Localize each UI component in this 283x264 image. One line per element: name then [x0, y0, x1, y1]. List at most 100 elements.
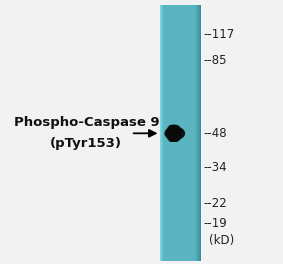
- Bar: [168, 5, 169, 261]
- Ellipse shape: [167, 125, 177, 142]
- Bar: [182, 5, 183, 261]
- Ellipse shape: [167, 125, 176, 142]
- Bar: [175, 5, 176, 261]
- Ellipse shape: [166, 125, 175, 142]
- Ellipse shape: [167, 125, 177, 142]
- Text: Phospho-Caspase 9: Phospho-Caspase 9: [14, 116, 159, 129]
- Ellipse shape: [169, 125, 178, 142]
- Ellipse shape: [169, 125, 178, 142]
- Ellipse shape: [168, 125, 177, 142]
- Bar: [161, 5, 162, 261]
- Ellipse shape: [167, 125, 176, 142]
- Text: --48: --48: [203, 127, 227, 140]
- Bar: [179, 5, 180, 261]
- Bar: [172, 5, 173, 261]
- Bar: [163, 5, 164, 261]
- Bar: [183, 5, 184, 261]
- Ellipse shape: [169, 125, 178, 142]
- Text: --34: --34: [203, 161, 227, 174]
- Ellipse shape: [169, 125, 179, 142]
- Ellipse shape: [172, 125, 182, 142]
- Bar: [164, 5, 165, 261]
- Ellipse shape: [170, 125, 179, 142]
- Bar: [176, 5, 177, 261]
- Ellipse shape: [170, 125, 179, 142]
- Ellipse shape: [170, 125, 180, 142]
- Ellipse shape: [168, 125, 178, 142]
- Ellipse shape: [169, 125, 179, 142]
- Ellipse shape: [171, 125, 180, 142]
- Bar: [189, 5, 190, 261]
- Ellipse shape: [172, 125, 181, 142]
- Bar: [166, 5, 167, 261]
- Ellipse shape: [172, 125, 181, 142]
- Ellipse shape: [168, 125, 177, 142]
- Bar: [165, 5, 166, 261]
- Bar: [181, 5, 182, 261]
- Bar: [169, 5, 170, 261]
- Bar: [178, 5, 179, 261]
- Text: (kD): (kD): [209, 234, 234, 247]
- Ellipse shape: [172, 125, 181, 142]
- Ellipse shape: [171, 125, 180, 142]
- Ellipse shape: [169, 125, 179, 142]
- Bar: [190, 5, 191, 261]
- Bar: [197, 5, 198, 261]
- Ellipse shape: [168, 125, 178, 142]
- Ellipse shape: [171, 125, 181, 142]
- Ellipse shape: [168, 125, 177, 142]
- Ellipse shape: [166, 125, 176, 142]
- Ellipse shape: [166, 125, 176, 142]
- Text: --85: --85: [203, 54, 227, 67]
- Bar: [187, 5, 188, 261]
- Ellipse shape: [172, 125, 182, 142]
- Bar: [200, 5, 201, 261]
- Bar: [195, 5, 196, 261]
- Ellipse shape: [170, 125, 180, 142]
- Ellipse shape: [170, 125, 179, 142]
- Bar: [194, 5, 195, 261]
- Bar: [184, 5, 185, 261]
- Bar: [170, 5, 171, 261]
- Bar: [192, 5, 193, 261]
- Ellipse shape: [167, 125, 176, 142]
- Ellipse shape: [167, 125, 176, 142]
- Ellipse shape: [170, 125, 179, 142]
- Ellipse shape: [166, 125, 175, 142]
- Ellipse shape: [168, 125, 177, 142]
- Ellipse shape: [168, 125, 178, 142]
- Text: --22: --22: [203, 197, 227, 210]
- Text: --19: --19: [203, 216, 227, 230]
- Text: (pTyr153): (pTyr153): [50, 137, 122, 150]
- Ellipse shape: [170, 125, 179, 142]
- Bar: [186, 5, 187, 261]
- Ellipse shape: [168, 125, 177, 142]
- Ellipse shape: [166, 125, 176, 142]
- Ellipse shape: [171, 125, 181, 142]
- Bar: [191, 5, 192, 261]
- Bar: [196, 5, 197, 261]
- Bar: [177, 5, 178, 261]
- Bar: [171, 5, 172, 261]
- Ellipse shape: [171, 125, 180, 142]
- Bar: [188, 5, 189, 261]
- Ellipse shape: [167, 125, 177, 142]
- Ellipse shape: [164, 126, 185, 140]
- Ellipse shape: [171, 125, 181, 142]
- Ellipse shape: [172, 125, 181, 142]
- Bar: [162, 5, 163, 261]
- Text: --117: --117: [203, 28, 235, 41]
- Ellipse shape: [171, 125, 180, 142]
- Ellipse shape: [168, 125, 177, 142]
- Ellipse shape: [170, 125, 179, 142]
- Ellipse shape: [171, 125, 181, 142]
- Bar: [198, 5, 199, 261]
- Ellipse shape: [168, 125, 177, 142]
- Ellipse shape: [169, 125, 178, 142]
- Ellipse shape: [170, 125, 180, 142]
- Ellipse shape: [171, 125, 180, 142]
- Bar: [173, 5, 174, 261]
- Bar: [180, 5, 181, 261]
- Bar: [193, 5, 194, 261]
- Bar: [160, 5, 161, 261]
